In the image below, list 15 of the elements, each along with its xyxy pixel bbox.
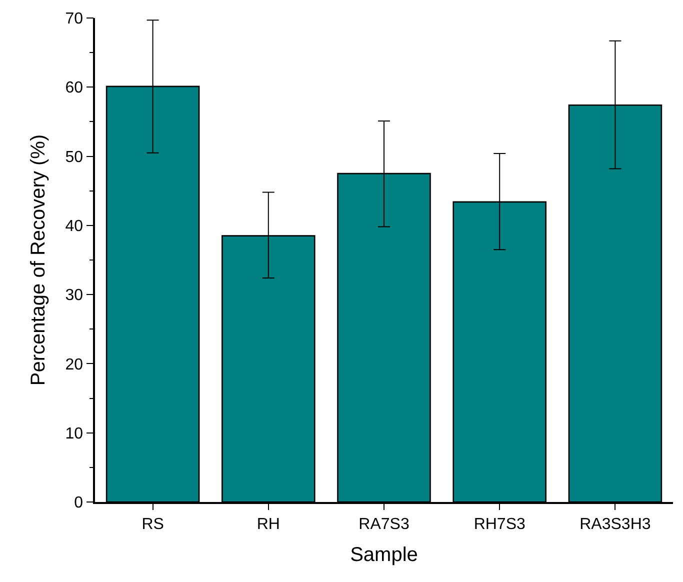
x-tick-label: RH	[256, 516, 280, 533]
x-tick-label: RH7S3	[474, 516, 526, 533]
y-tick-label: 30	[65, 287, 84, 304]
x-axis-title: Sample	[350, 544, 418, 566]
y-tick-label: 40	[65, 218, 84, 236]
y-tick-label: 20	[65, 356, 84, 374]
y-axis-title: Percentage of Recovery (%)	[27, 134, 50, 386]
x-tick-label: RA7S3	[358, 516, 410, 533]
y-tick-label: 0	[74, 494, 84, 512]
y-tick-label: 10	[65, 425, 84, 442]
y-tick-label: 50	[65, 148, 84, 166]
y-tick-label: 60	[65, 80, 84, 97]
x-tick-label: RS	[142, 516, 164, 533]
y-tick-label: 70	[65, 10, 84, 28]
x-tick-label: RA3S3H3	[580, 516, 651, 533]
